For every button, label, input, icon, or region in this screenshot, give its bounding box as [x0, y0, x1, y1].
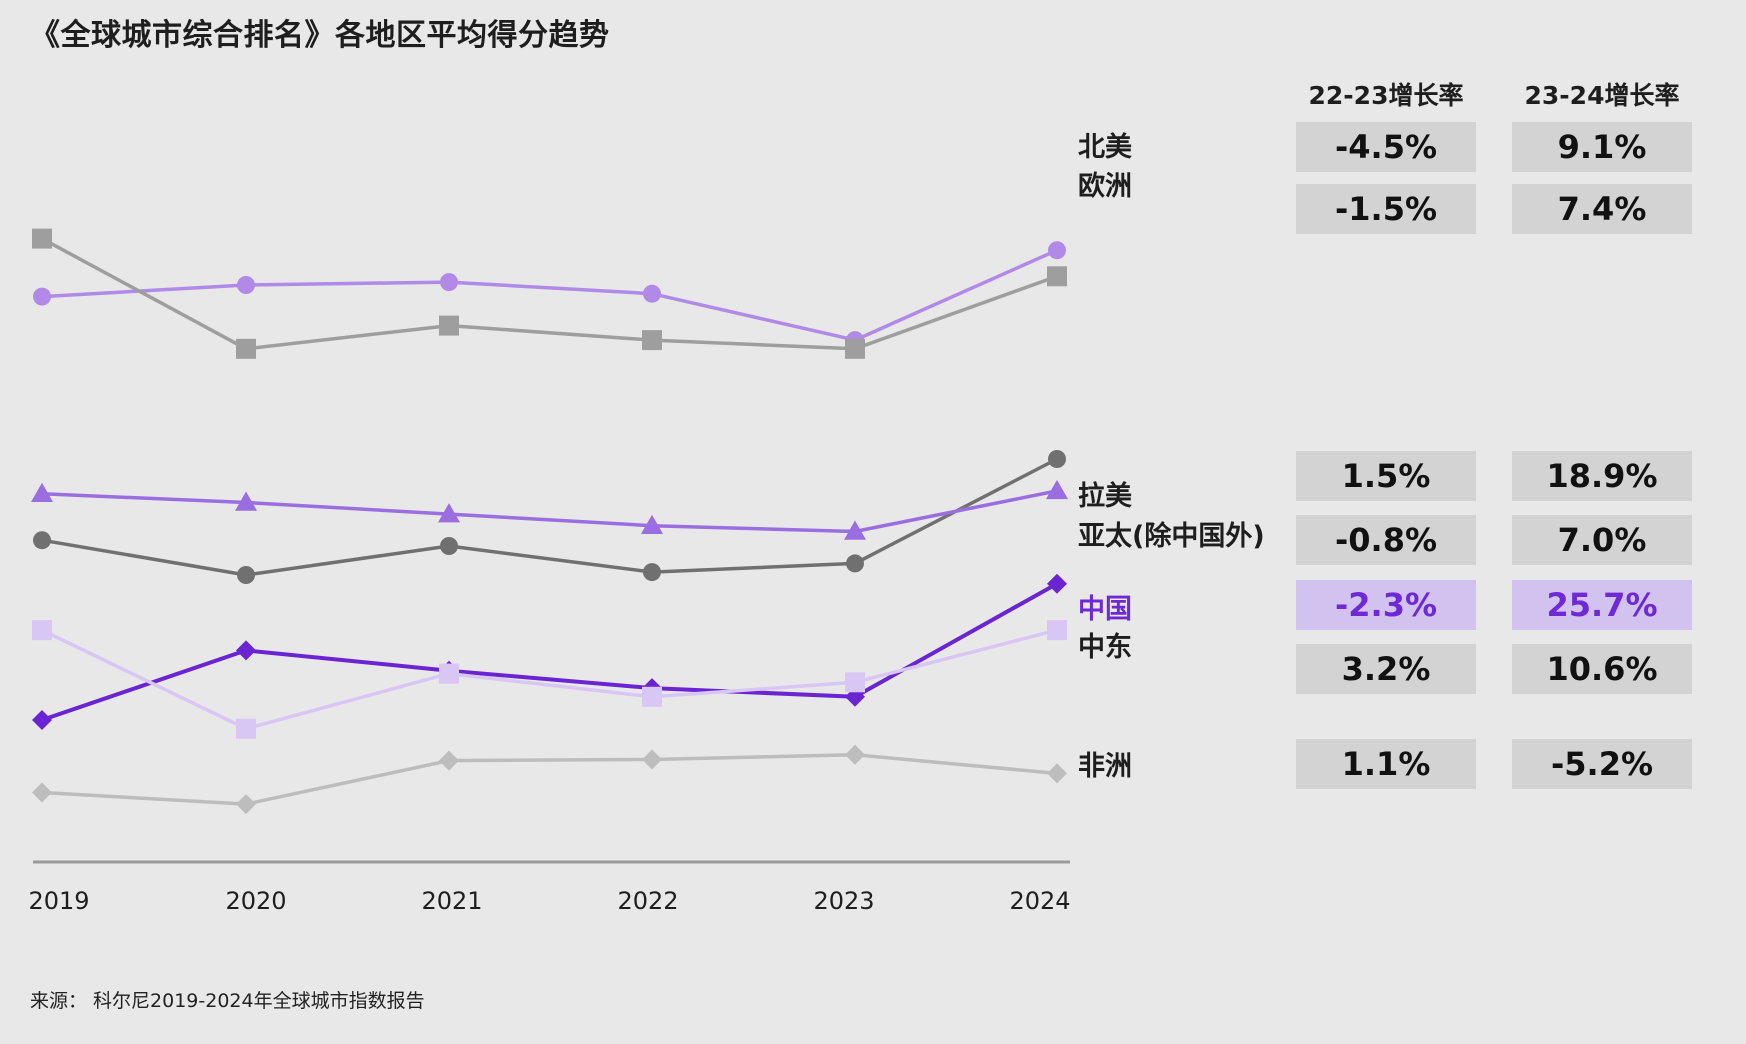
data-point — [32, 228, 52, 249]
series-label: 亚太(除中国外) — [1078, 520, 1265, 552]
x-tick-label: 2023 — [813, 887, 874, 915]
data-point — [33, 531, 51, 550]
growth-cell-g2324: 10.6% — [1512, 644, 1692, 694]
growth-cell-g2324: 18.9% — [1512, 451, 1692, 501]
series-line — [41, 248, 1058, 342]
series-5 — [32, 620, 1067, 739]
data-point — [237, 566, 255, 584]
data-point — [236, 338, 256, 359]
data-point — [32, 782, 52, 803]
data-point — [643, 563, 661, 582]
series-6 — [32, 744, 1067, 815]
data-point — [236, 640, 256, 661]
data-point — [642, 330, 662, 351]
data-point — [1048, 241, 1066, 260]
series-line — [41, 628, 1058, 731]
data-point — [440, 273, 458, 292]
data-point — [236, 794, 256, 815]
series-2 — [33, 450, 1066, 584]
series-4 — [32, 573, 1067, 730]
data-point — [1048, 450, 1066, 468]
growth-cell-g2223: 1.5% — [1296, 451, 1476, 501]
chart-title: 《全球城市综合排名》各地区平均得分趋势 — [30, 18, 610, 53]
growth-cell-g2223: -0.8% — [1296, 515, 1476, 565]
series-line — [41, 457, 1058, 577]
data-point — [439, 750, 459, 771]
data-point — [845, 744, 865, 765]
x-tick-label: 2024 — [1009, 887, 1070, 915]
series-label: 欧洲 — [1078, 171, 1132, 202]
data-point — [642, 686, 662, 707]
data-point — [845, 672, 865, 693]
growth-cell-g2223: 3.2% — [1296, 644, 1476, 694]
growth-cell-g2324: 25.7% — [1512, 580, 1692, 630]
data-point — [1046, 479, 1068, 500]
x-tick-label: 2020 — [225, 887, 286, 915]
data-point — [844, 520, 866, 540]
series-line — [41, 581, 1058, 722]
series-line — [41, 489, 1058, 534]
data-point — [1047, 573, 1067, 594]
data-point — [643, 284, 661, 303]
data-point — [440, 537, 458, 555]
series-line — [41, 237, 1058, 351]
x-tick-label: 2022 — [617, 887, 678, 915]
series-label: 拉美 — [1078, 480, 1132, 512]
data-point — [236, 718, 256, 739]
data-point — [438, 503, 460, 523]
data-point — [641, 514, 663, 534]
data-point — [1047, 620, 1067, 641]
series-layer — [31, 228, 1068, 815]
header-22-23: 22-23增长率 — [1308, 81, 1464, 110]
data-point — [845, 338, 865, 359]
x-tick-label: 2021 — [421, 887, 482, 915]
growth-cell-g2324: 7.0% — [1512, 515, 1692, 565]
data-point — [32, 620, 52, 641]
growth-cell-g2324: 9.1% — [1512, 122, 1692, 172]
x-tick-labels: 2019 2020 2021 2022 2023 2024 — [28, 887, 1070, 915]
data-point — [1047, 266, 1067, 287]
header-23-24: 23-24增长率 — [1524, 81, 1680, 110]
data-point — [235, 491, 257, 511]
data-point — [439, 315, 459, 336]
series-line — [41, 753, 1058, 806]
series-label: 中东 — [1078, 631, 1132, 663]
series-label: 北美 — [1078, 131, 1132, 163]
series-3 — [31, 479, 1068, 540]
growth-cell-g2223: -1.5% — [1296, 184, 1476, 234]
growth-cell-g2223: -2.3% — [1296, 580, 1476, 630]
data-point — [31, 482, 53, 503]
x-tick-label: 2019 — [28, 887, 89, 915]
data-point — [33, 287, 51, 306]
data-point — [642, 749, 662, 770]
series-1 — [32, 228, 1067, 359]
data-point — [1047, 763, 1067, 784]
series-0 — [33, 241, 1066, 350]
growth-cell-g2223: 1.1% — [1296, 739, 1476, 789]
growth-cell-g2223: -4.5% — [1296, 122, 1476, 172]
source-note: 来源： 科尔尼2019-2024年全球城市指数报告 — [30, 990, 425, 1012]
series-label: 中国 — [1078, 594, 1132, 625]
data-point — [32, 710, 52, 730]
series-label: 非洲 — [1078, 751, 1132, 782]
growth-cell-g2324: -5.2% — [1512, 739, 1692, 789]
data-point — [237, 276, 255, 294]
data-point — [439, 663, 459, 684]
growth-cell-g2324: 7.4% — [1512, 184, 1692, 234]
data-point — [846, 554, 864, 573]
